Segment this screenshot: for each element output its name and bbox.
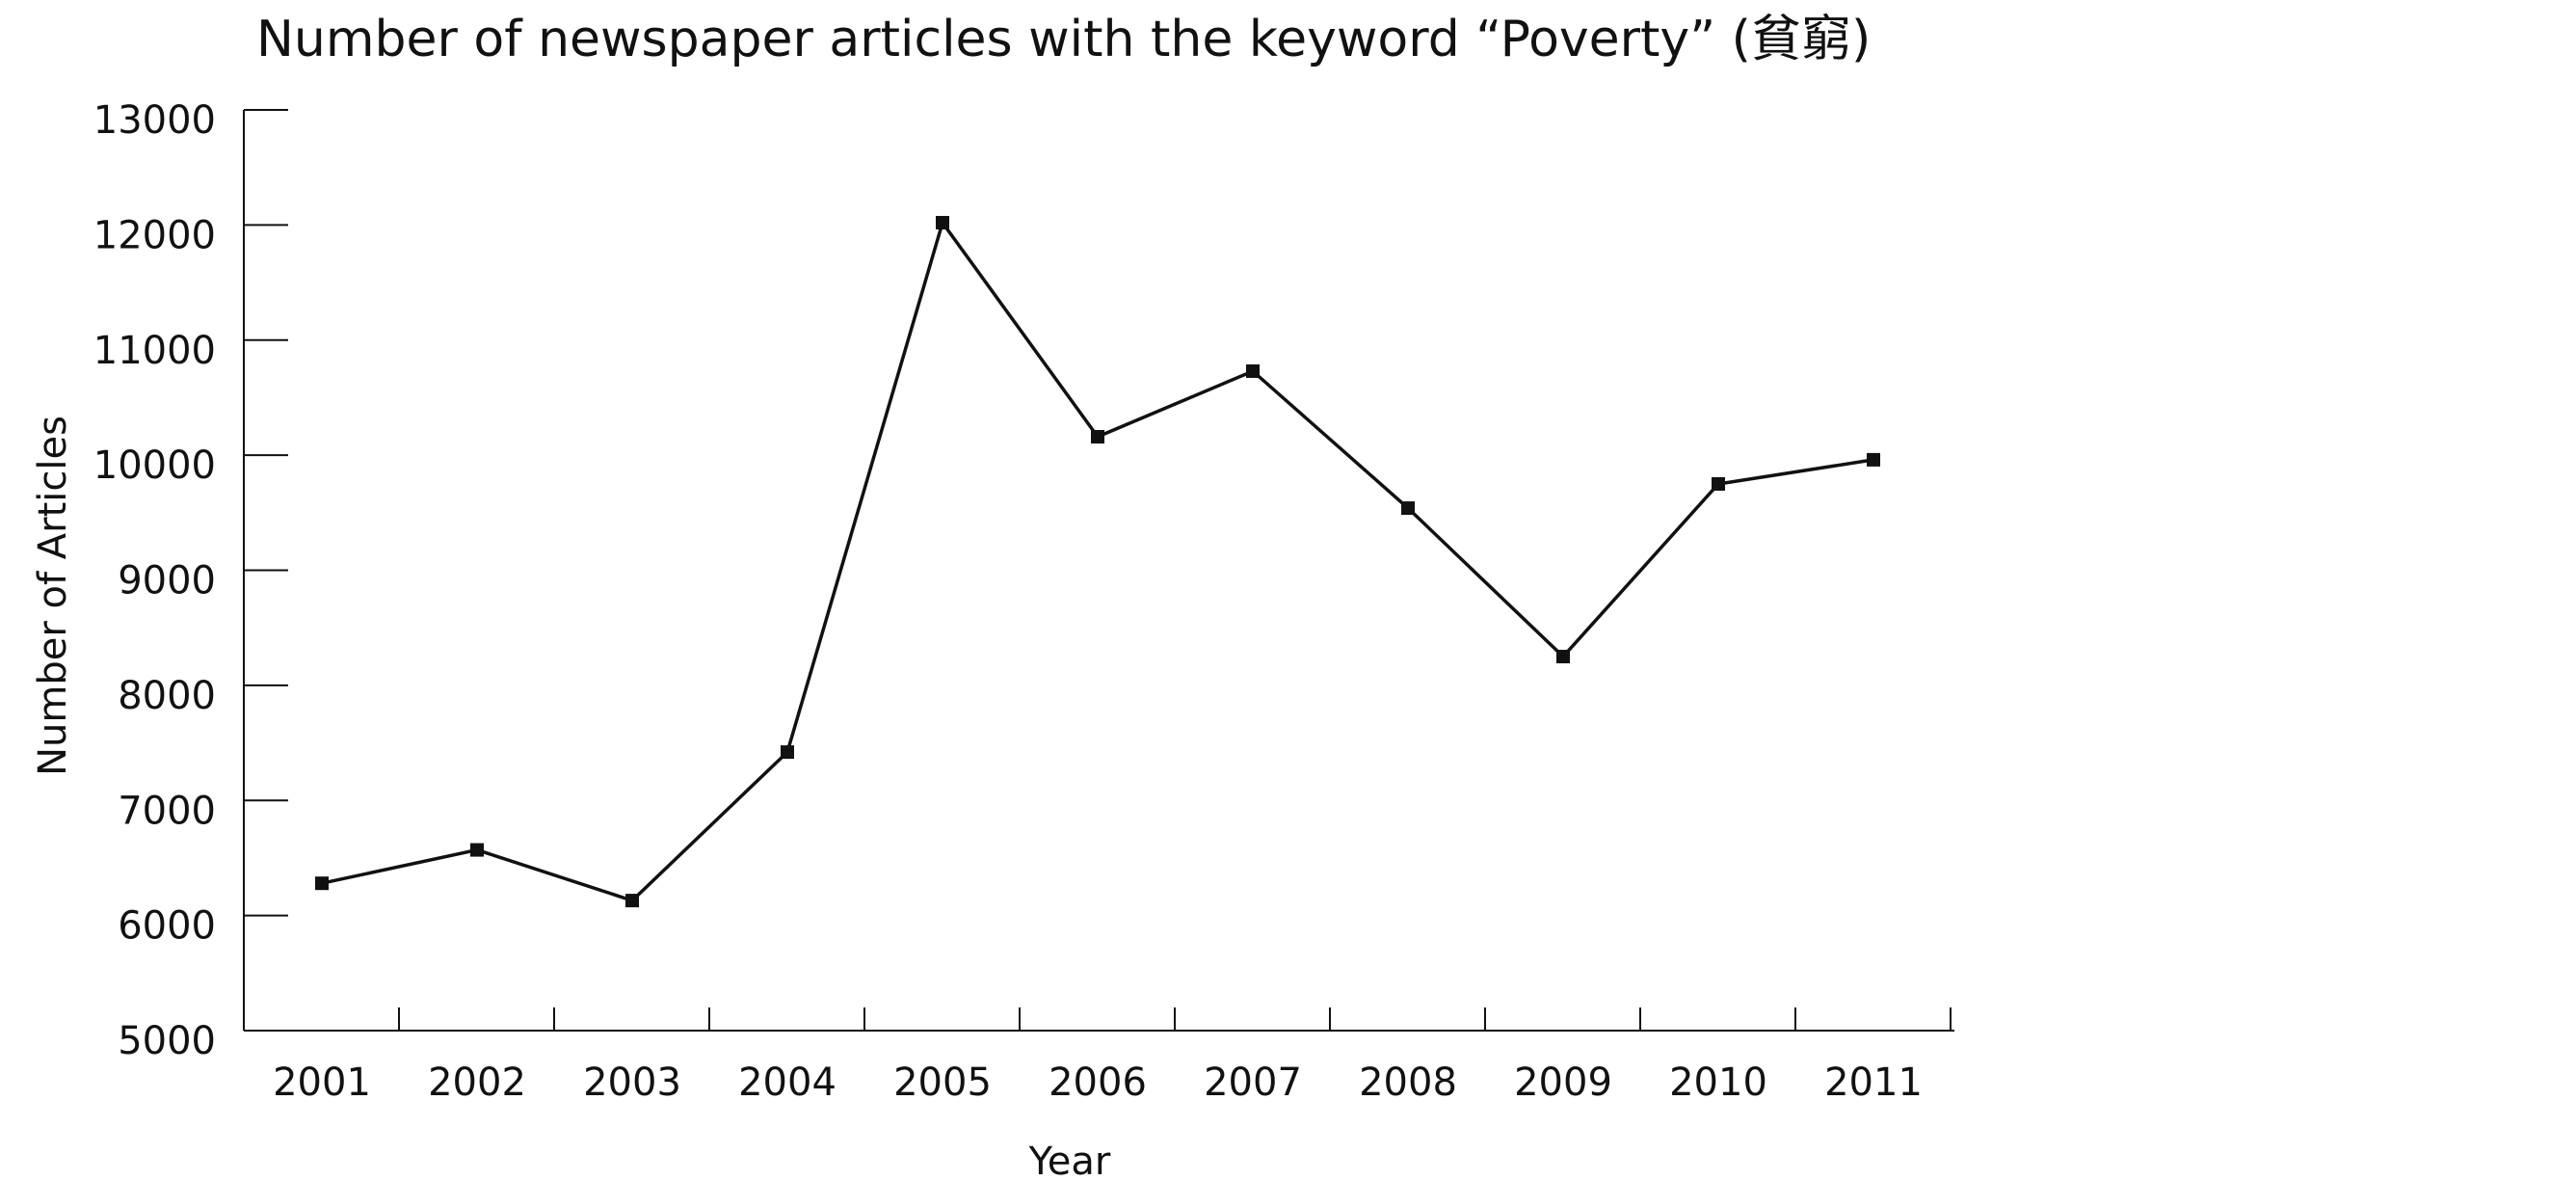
- x-tick-label: 2002: [428, 1060, 526, 1105]
- data-point: [936, 215, 949, 229]
- x-ticks: 2001 2002 2003 2004 2005 2006 2007 2008 2009 2010…: [273, 1007, 1952, 1105]
- x-tick-label: 2010: [1669, 1060, 1767, 1105]
- x-tick-label: 2011: [1824, 1060, 1923, 1105]
- y-ticks: 5000 6000 7000 8000 9000 10000 11000 12000 13000: [93, 98, 288, 1063]
- y-tick-label: 12000: [93, 213, 216, 257]
- x-tick-label: 2005: [893, 1060, 992, 1105]
- y-tick-label: 9000: [118, 559, 216, 604]
- y-axis-label: Number of Articles: [31, 416, 75, 776]
- x-tick-label: 2008: [1359, 1060, 1457, 1105]
- data-point: [1867, 452, 1880, 467]
- data-point: [1401, 501, 1415, 516]
- x-tick-label: 2001: [273, 1060, 371, 1105]
- data-point: [1091, 430, 1104, 444]
- data-point: [1556, 650, 1570, 664]
- chart-title: Number of newspaper articles with the ke…: [256, 11, 1871, 68]
- y-tick-label: 11000: [93, 329, 216, 373]
- data-point: [470, 843, 484, 857]
- y-tick-label: 13000: [93, 98, 216, 143]
- series-markers: [315, 215, 1880, 908]
- x-tick-label: 2003: [583, 1060, 681, 1105]
- x-tick-label: 2004: [738, 1060, 837, 1105]
- data-point: [1246, 363, 1260, 378]
- series-line: [321, 219, 1874, 903]
- x-tick-label: 2009: [1514, 1060, 1612, 1105]
- data-point: [781, 745, 794, 760]
- data-point: [315, 876, 329, 891]
- x-axis-label: Year: [1028, 1140, 1111, 1181]
- y-tick-label: 5000: [118, 1019, 216, 1063]
- data-point: [625, 894, 639, 908]
- y-tick-label: 10000: [93, 443, 216, 488]
- x-tick-label: 2006: [1049, 1060, 1147, 1105]
- y-tick-label: 7000: [118, 789, 216, 833]
- y-tick-label: 6000: [118, 904, 216, 949]
- y-tick-label: 8000: [118, 674, 216, 718]
- data-point: [1712, 476, 1725, 491]
- x-tick-label: 2007: [1204, 1060, 1302, 1105]
